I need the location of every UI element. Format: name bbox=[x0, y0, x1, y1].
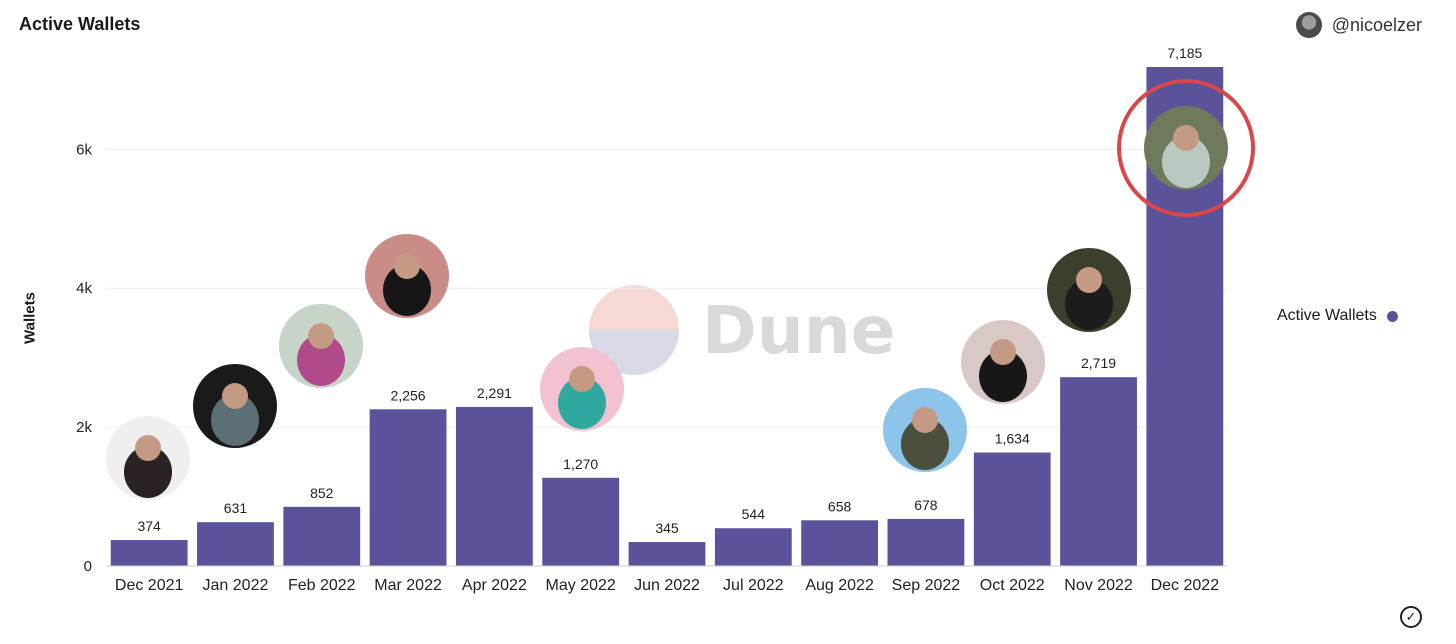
bar bbox=[1060, 377, 1137, 566]
bar bbox=[455, 406, 533, 566]
y-tick-label: 6k bbox=[76, 141, 92, 158]
data-label: 658 bbox=[828, 498, 852, 514]
data-label: 2,719 bbox=[1081, 355, 1116, 371]
data-label: 1,634 bbox=[995, 431, 1030, 447]
user-badge[interactable]: @nicoelzer bbox=[1295, 12, 1422, 38]
x-tick-label: Jan 2022 bbox=[203, 577, 269, 594]
portrait-face bbox=[569, 366, 595, 392]
data-label: 7,185 bbox=[1167, 45, 1202, 61]
bar bbox=[714, 528, 792, 566]
data-label: 678 bbox=[914, 497, 938, 513]
data-label: 544 bbox=[742, 506, 766, 522]
username: @nicoelzer bbox=[1331, 14, 1422, 35]
x-tick-label: Jun 2022 bbox=[634, 577, 700, 594]
y-tick-label: 0 bbox=[84, 558, 92, 575]
bar bbox=[973, 452, 1051, 566]
bar bbox=[283, 506, 361, 566]
data-label: 2,256 bbox=[391, 387, 426, 403]
bar bbox=[887, 518, 965, 566]
data-label: 631 bbox=[224, 500, 248, 516]
x-tick-label: Apr 2022 bbox=[462, 577, 527, 594]
portrait-figure bbox=[558, 377, 606, 429]
bar bbox=[542, 477, 620, 566]
portrait-face bbox=[135, 435, 161, 461]
portrait-face bbox=[394, 253, 420, 279]
x-tick-label: Dec 2021 bbox=[115, 577, 184, 594]
portrait-figure bbox=[211, 394, 259, 446]
data-label: 374 bbox=[137, 518, 161, 534]
portrait-face bbox=[308, 323, 334, 349]
portrait-figure bbox=[979, 350, 1027, 402]
portrait-figure bbox=[1162, 136, 1210, 188]
x-tick-label: Aug 2022 bbox=[805, 577, 874, 594]
data-label: 852 bbox=[310, 485, 334, 501]
legend[interactable]: Active Wallets bbox=[1277, 307, 1398, 325]
portrait-face bbox=[222, 383, 248, 409]
x-tick-label: Nov 2022 bbox=[1064, 577, 1133, 594]
x-tick-label: Mar 2022 bbox=[374, 577, 442, 594]
data-label: 1,270 bbox=[563, 456, 598, 472]
portrait-figure bbox=[1065, 278, 1113, 330]
portrait-face bbox=[1076, 267, 1102, 293]
y-tick-label: 2k bbox=[76, 419, 92, 436]
x-tick-label: Jul 2022 bbox=[723, 577, 784, 594]
x-tick-label: Oct 2022 bbox=[980, 577, 1045, 594]
data-label: 2,291 bbox=[477, 385, 512, 401]
checkmark-icon[interactable]: ✓ bbox=[1400, 606, 1422, 628]
y-tick-label: 4k bbox=[76, 280, 92, 297]
legend-dot-icon bbox=[1386, 310, 1398, 322]
portrait-figure bbox=[297, 334, 345, 386]
bar bbox=[110, 540, 188, 566]
bar bbox=[197, 522, 274, 566]
x-tick-label: May 2022 bbox=[546, 577, 616, 594]
bar bbox=[801, 520, 879, 566]
bar bbox=[628, 542, 706, 566]
x-tick-label: Feb 2022 bbox=[288, 577, 356, 594]
bar bbox=[369, 409, 447, 566]
data-label: 345 bbox=[655, 520, 679, 536]
user-avatar bbox=[1295, 12, 1322, 38]
x-tick-label: Sep 2022 bbox=[892, 577, 961, 594]
portrait-figure bbox=[383, 264, 431, 316]
portrait-face bbox=[912, 407, 938, 433]
portrait-face bbox=[1173, 125, 1199, 151]
highlight-ring bbox=[1117, 79, 1255, 217]
chart-title: Active Wallets bbox=[19, 14, 141, 34]
portrait-face bbox=[990, 339, 1016, 365]
x-tick-label: Dec 2022 bbox=[1151, 577, 1220, 594]
legend-label: Active Wallets bbox=[1277, 307, 1377, 324]
portrait-figure bbox=[901, 418, 949, 470]
portrait-figure bbox=[124, 446, 172, 498]
watermark-text: Dune bbox=[702, 292, 896, 369]
